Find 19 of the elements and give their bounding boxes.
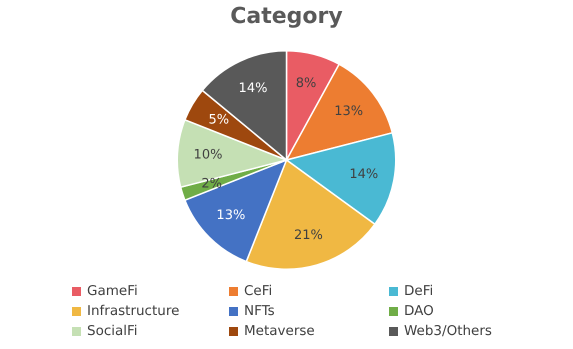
- data-label: 8%: [296, 76, 316, 92]
- data-label: 5%: [208, 112, 230, 128]
- legend-label: Web3/Others: [404, 323, 492, 339]
- data-label: 13%: [216, 208, 246, 223]
- legend-label: DeFi: [404, 283, 434, 299]
- legend-label: Infrastructure: [87, 303, 180, 319]
- legend-label: SocialFi: [87, 323, 138, 339]
- legend-label: NFTs: [244, 303, 275, 319]
- legend-label: CeFi: [244, 283, 272, 299]
- data-label: 2%: [201, 176, 222, 192]
- legend-label: Metaverse: [244, 323, 315, 339]
- legend-label: DAO: [404, 303, 434, 319]
- data-label: 13%: [334, 104, 364, 120]
- data-label: 21%: [294, 228, 323, 243]
- data-label: 14%: [238, 81, 268, 96]
- legend-label: GameFi: [87, 283, 138, 299]
- chart-title: Category: [229, 4, 344, 29]
- data-label: 10%: [194, 147, 222, 162]
- data-label: 14%: [349, 167, 378, 182]
